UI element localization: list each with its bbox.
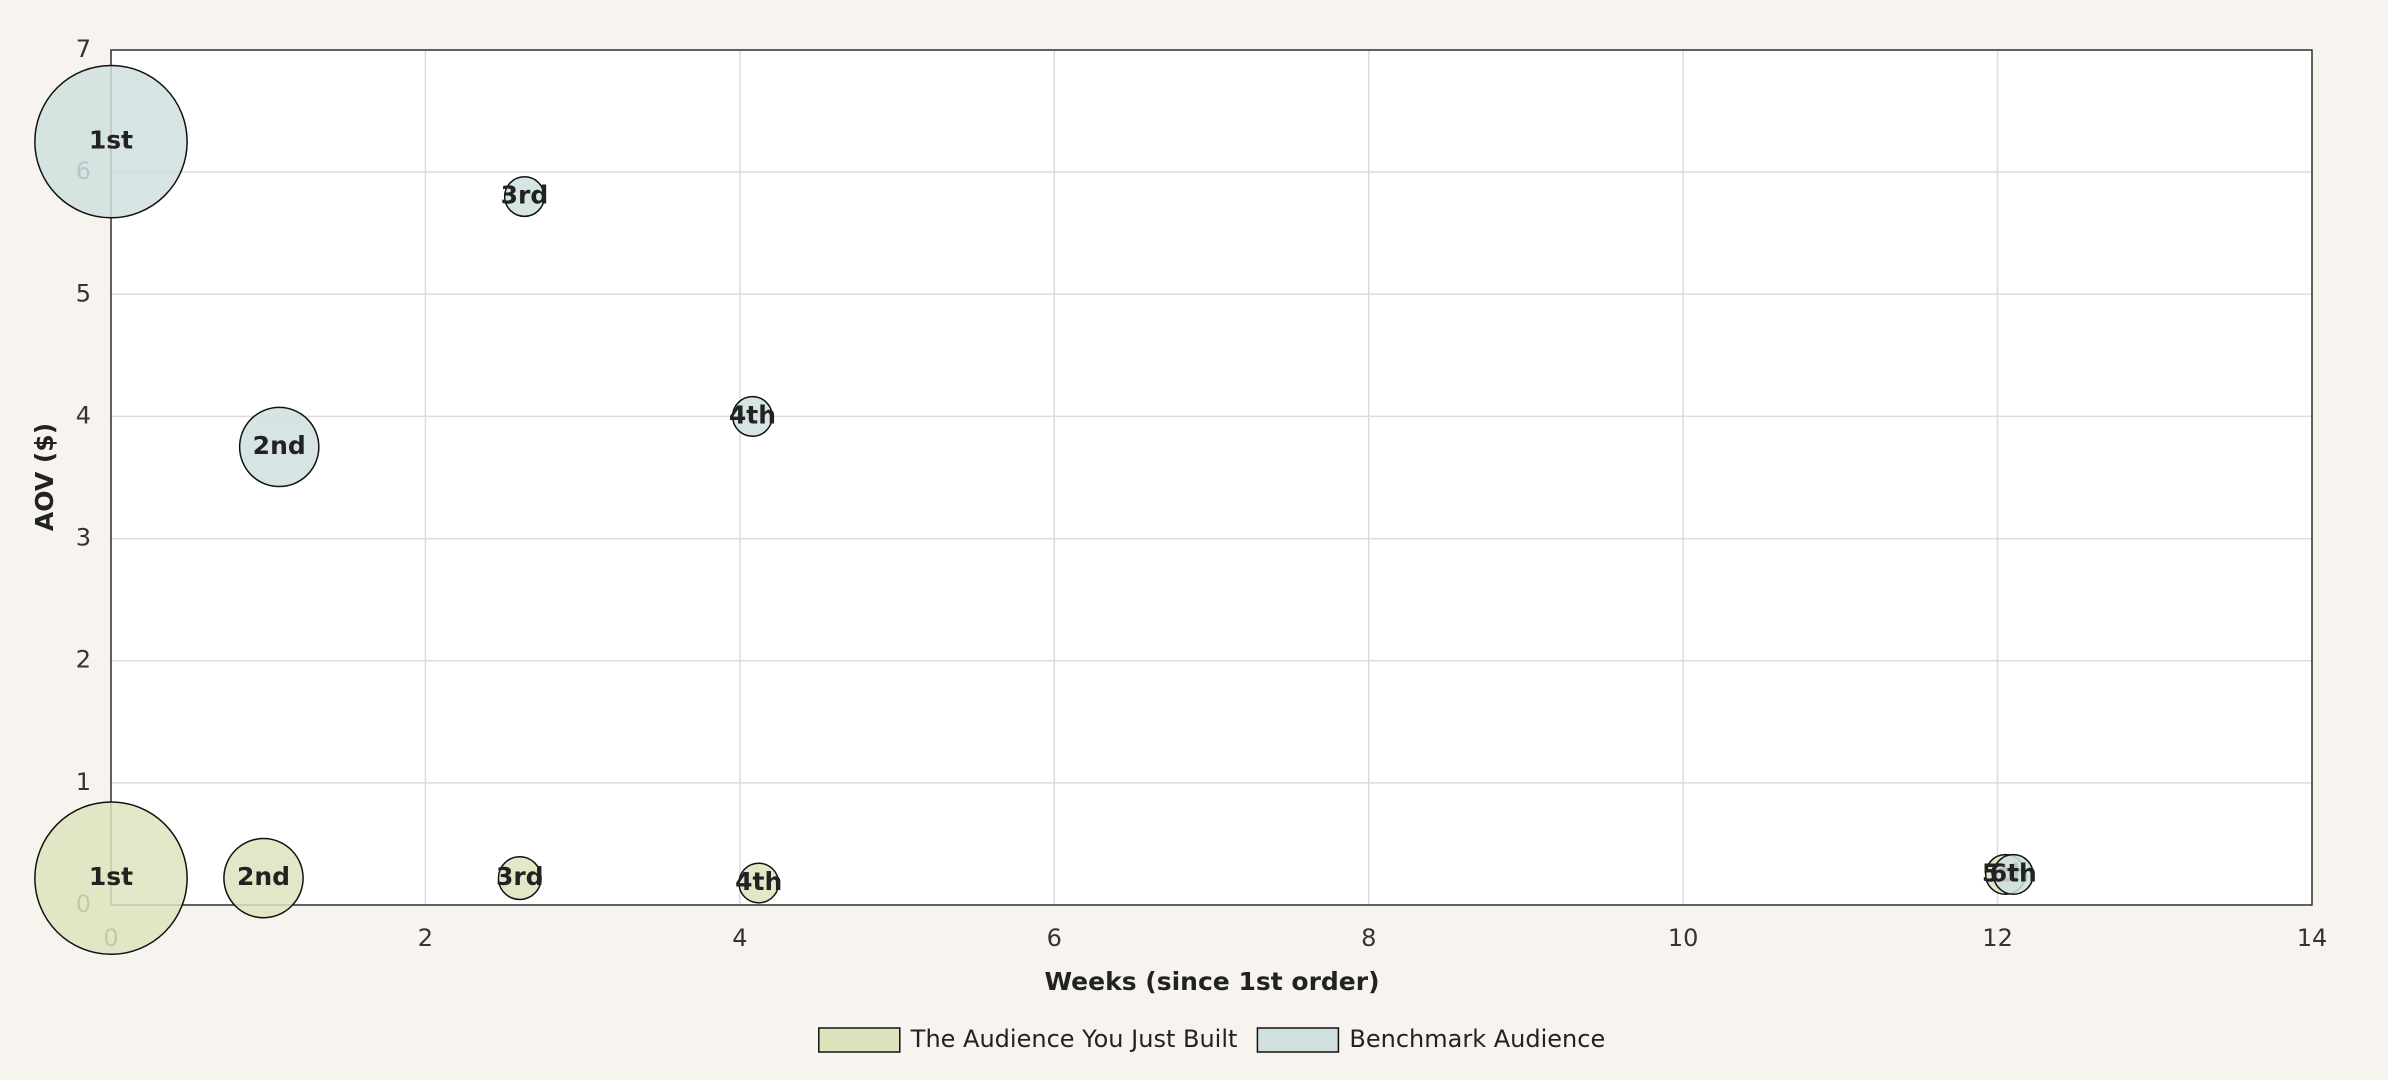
- x-tick-label: 6: [1047, 924, 1062, 952]
- bubble-label: 4th: [729, 400, 776, 429]
- legend-item: Benchmark Audience: [1256, 1025, 1605, 1053]
- bubble-label: 6th: [1990, 858, 2037, 887]
- x-tick-label: 10: [1668, 924, 1699, 952]
- legend-label: The Audience You Just Built: [910, 1025, 1238, 1053]
- y-tick-label: 3: [76, 524, 91, 552]
- bubble: [503, 176, 546, 218]
- y-axis-title: AOV ($): [30, 423, 59, 531]
- bubble: [223, 837, 304, 919]
- bubble: [738, 862, 780, 904]
- bubble-label: 2nd: [237, 862, 290, 891]
- bubble-label: 1st: [89, 862, 133, 891]
- x-axis-title: Weeks (since 1st order): [1045, 967, 1380, 996]
- bubble-label: 3rd: [496, 862, 544, 891]
- legend-swatch: [818, 1027, 901, 1053]
- bubble: [34, 801, 188, 956]
- y-tick-label: 2: [76, 646, 91, 674]
- bubble: [34, 64, 188, 219]
- x-tick-label: 14: [2297, 924, 2328, 952]
- x-tick-label: 8: [1361, 924, 1376, 952]
- bubble: [238, 406, 320, 488]
- y-tick-label: 5: [76, 279, 91, 307]
- x-tick-label: 2: [418, 924, 433, 952]
- x-tick-label: 4: [732, 924, 747, 952]
- bubble-label: 4th: [735, 867, 782, 896]
- legend-label: Benchmark Audience: [1349, 1025, 1605, 1053]
- bubble-label: 1st: [89, 126, 133, 155]
- legend-swatch: [1256, 1027, 1340, 1053]
- bubble: [731, 395, 773, 437]
- legend-item: The Audience You Just Built: [818, 1025, 1238, 1053]
- bubble: [497, 856, 542, 901]
- bubble-label: 2nd: [253, 431, 306, 460]
- y-tick-label: 7: [76, 35, 91, 63]
- bubble-label: 3rd: [501, 181, 549, 210]
- plot-area: [111, 50, 2312, 905]
- bubble: [1992, 853, 2034, 896]
- y-tick-label: 4: [76, 401, 91, 429]
- x-tick-label: 12: [1982, 924, 2013, 952]
- plot-border: [110, 49, 2313, 906]
- y-tick-label: 1: [76, 768, 91, 796]
